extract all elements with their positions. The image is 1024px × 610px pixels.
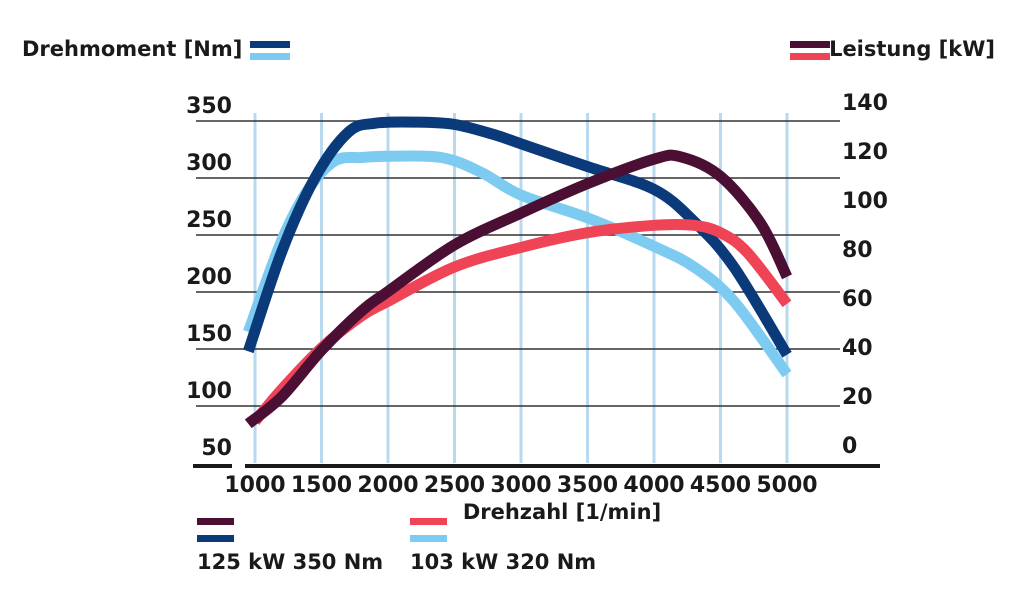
legend-swatch-power-125 — [197, 518, 234, 525]
y-right-tick-label: 40 — [842, 336, 873, 361]
y-right-tick-label: 60 — [842, 287, 873, 312]
y-left-tick-label: 200 — [186, 265, 232, 290]
legend-label-125: 125 kW 350 Nm — [197, 550, 383, 574]
y-right-tick-label: 120 — [842, 140, 888, 165]
y-left-tick-label: 350 — [186, 94, 232, 119]
x-tick-label: 3500 — [557, 473, 618, 498]
legend-swatch-torque-125 — [197, 535, 234, 542]
y-right-tick-label: 0 — [842, 434, 857, 459]
y-left-tick-label: 300 — [186, 151, 232, 176]
x-tick-label: 4000 — [623, 473, 684, 498]
right-axis-title: Leistung [kW] — [829, 37, 995, 61]
y-right-tick-label: 140 — [842, 91, 888, 116]
y-right-tick-label: 80 — [842, 238, 873, 263]
curves — [243, 116, 792, 429]
x-tick-label: 5000 — [756, 473, 817, 498]
swatch-torque-125 — [250, 41, 290, 48]
x-tick-label: 3000 — [490, 473, 551, 498]
left-axis-title: Drehmoment [Nm] — [22, 37, 242, 61]
legend-swatch-torque-103 — [410, 535, 447, 542]
legend-swatch-power-103 — [410, 518, 447, 525]
tick-labels: 1000 1500 2000 2500 3000 3500 4000 4500 50005010… — [186, 91, 888, 498]
series-line-1 — [243, 116, 792, 358]
right-axis-swatches — [790, 41, 830, 60]
legend: 125 kW 350 Nm 103 kW 320 Nm — [197, 518, 596, 574]
y-right-tick-label: 100 — [842, 189, 888, 214]
x-tick-label: 2000 — [357, 473, 418, 498]
left-axis-swatches — [250, 41, 290, 60]
x-tick-label: 4500 — [690, 473, 751, 498]
swatch-power-125 — [790, 41, 830, 48]
swatch-power-103 — [790, 53, 830, 60]
swatch-torque-103 — [250, 53, 290, 60]
y-left-tick-label: 150 — [186, 322, 232, 347]
y-left-tick-label: 50 — [201, 436, 232, 461]
x-tick-label: 2500 — [424, 473, 485, 498]
legend-label-103: 103 kW 320 Nm — [410, 550, 596, 574]
x-tick-label: 1500 — [291, 473, 352, 498]
x-tick-label: 1000 — [224, 473, 285, 498]
x-axis-title: Drehzahl [1/min] — [463, 500, 661, 524]
y-left-tick-label: 250 — [186, 208, 232, 233]
y-right-tick-label: 20 — [842, 385, 873, 410]
y-left-tick-label: 100 — [186, 379, 232, 404]
series-line-3 — [244, 149, 792, 429]
